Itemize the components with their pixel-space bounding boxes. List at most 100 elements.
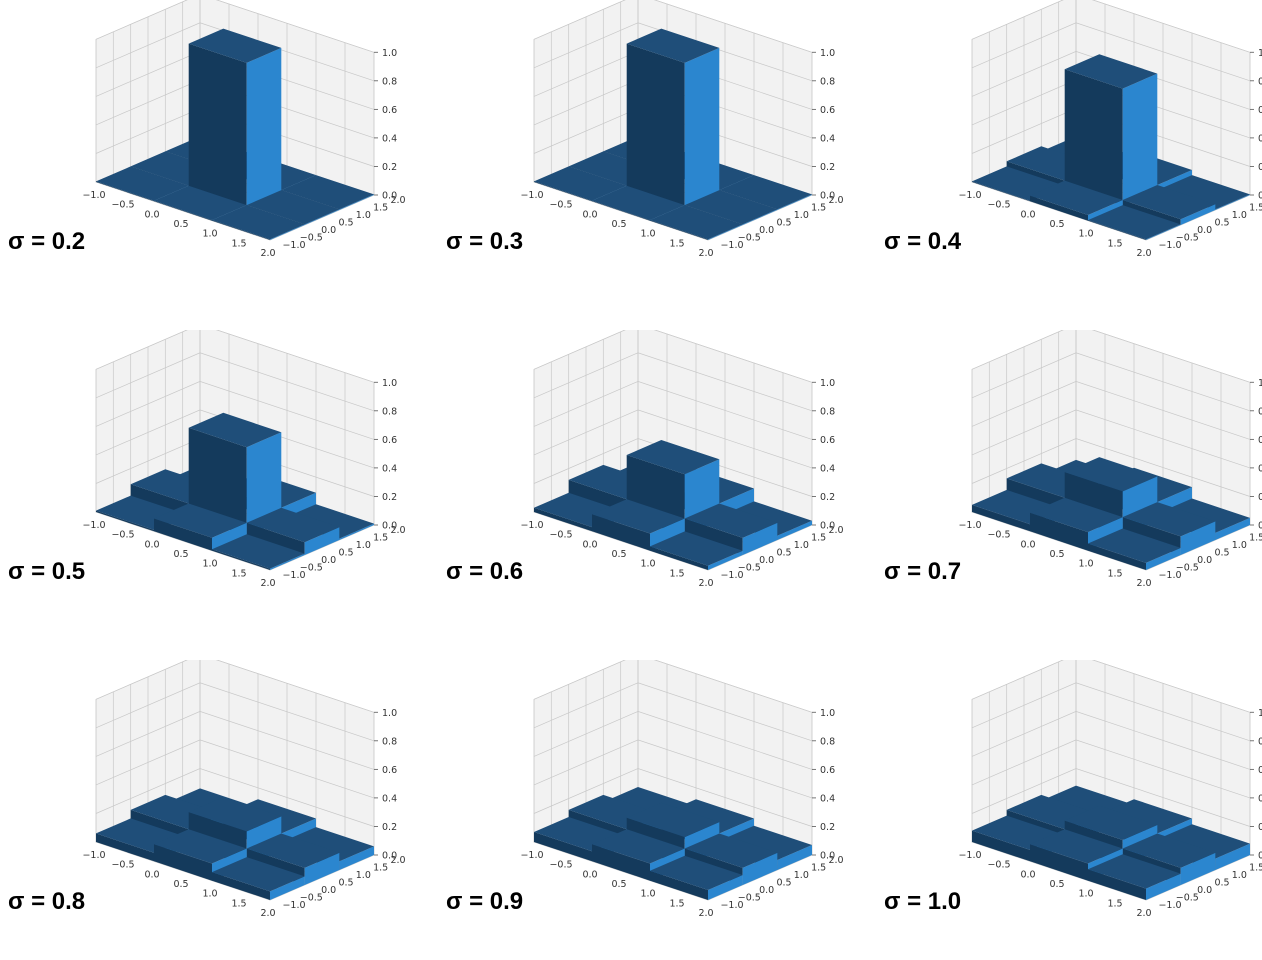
x-tick-label: 0.0 — [144, 209, 159, 220]
z-tick-label: 1.0 — [820, 48, 835, 59]
bar-top-face — [188, 412, 282, 448]
bar-top-face — [212, 205, 305, 240]
bar-side-face — [708, 550, 743, 570]
bar-side-face — [1146, 547, 1181, 570]
bar-side-face — [1157, 170, 1192, 191]
bar-top-face — [96, 166, 189, 201]
z-tick-label: 0.2 — [382, 822, 397, 833]
y-tick-label: −1.0 — [720, 900, 743, 911]
sigma-label: σ = 0.3 — [446, 228, 524, 255]
bar3d-plot: −1.0−0.50.00.51.01.52.0−1.0−0.50.00.51.0… — [958, 0, 1262, 259]
z-tick-label: 1.0 — [382, 48, 397, 59]
bar3d-plot: −1.0−0.50.00.51.01.52.0−1.0−0.50.00.51.0… — [520, 660, 844, 919]
sigma-label: σ = 0.6 — [446, 558, 524, 585]
bar-side-face — [1180, 521, 1216, 555]
bar-top-face — [1157, 498, 1250, 533]
x-tick-label: 0.0 — [582, 869, 597, 880]
bar-1-1 — [188, 28, 282, 206]
bar-side-face — [742, 522, 778, 555]
x-tick-label: 1.5 — [1107, 238, 1122, 249]
bar-front-face — [212, 549, 270, 570]
x-tick-label: 1.5 — [669, 898, 684, 909]
bar-top-face — [246, 833, 340, 868]
y-tick-label: 0.0 — [1197, 225, 1212, 236]
z-tick-label: 1.0 — [820, 708, 835, 719]
bar3d-plot: −1.0−0.50.00.51.01.52.0−1.0−0.50.00.51.0… — [520, 0, 844, 259]
x-tick-label: 1.5 — [231, 568, 246, 579]
bar-front-face — [1030, 844, 1088, 881]
bar-top-face — [719, 501, 812, 536]
z-tick-label: 0.6 — [1258, 765, 1262, 776]
bar-1-1 — [1064, 54, 1158, 206]
bar-side-face — [1088, 200, 1123, 221]
y-tick-label: 0.5 — [338, 218, 353, 229]
z-tick-label: 0.2 — [1258, 492, 1262, 503]
x-tick-label: −1.0 — [958, 190, 981, 201]
bar-side-face — [684, 47, 720, 206]
bar-2-1 — [1122, 185, 1216, 225]
bar-top-face — [212, 534, 305, 569]
bar-front-face — [1030, 195, 1088, 221]
bar3d-plot: −1.0−0.50.00.51.01.52.0−1.0−0.50.00.51.0… — [958, 660, 1262, 919]
bar-top-face — [1088, 205, 1181, 240]
y-tick-label: −1.0 — [282, 240, 305, 251]
bar-top-face — [1088, 854, 1181, 889]
x-tick-label: 2.0 — [1136, 248, 1151, 259]
x-tick-label: 0.5 — [611, 879, 626, 890]
x-tick-label: 1.0 — [1078, 889, 1093, 900]
chart-panel-7: −1.0 −0.5 0.0 0.5 1.0 1.5 2.0 −1.0 −0.5 0.0 0.5 1.0… — [0, 660, 430, 960]
y-tick-label: −0.5 — [738, 233, 761, 244]
bar-front-face — [650, 220, 708, 240]
y-tick-label: 0.0 — [759, 555, 774, 566]
y-tick-label: 0.5 — [1214, 548, 1229, 559]
y-tick-label: −0.5 — [1176, 233, 1199, 244]
z-tick-label: 1.0 — [1258, 708, 1262, 719]
z-tick-label: 0.4 — [1258, 793, 1262, 804]
x-tick-label: 0.0 — [144, 539, 159, 550]
x-tick-label: −1.0 — [958, 850, 981, 861]
bar-2-0 — [650, 205, 743, 240]
bar-top-face — [1099, 799, 1192, 834]
z-tick-label: 0.4 — [382, 133, 397, 144]
x-tick-label: −1.0 — [520, 520, 543, 531]
bar3d-plot: −1.0−0.50.00.51.01.52.0−1.0−0.50.00.51.0… — [82, 660, 406, 919]
bar-top-face — [154, 503, 247, 538]
y-tick-label: 1.0 — [356, 210, 371, 221]
y-tick-label: 0.5 — [338, 548, 353, 559]
bar-side-face — [212, 522, 247, 551]
bar-side-face — [1215, 517, 1250, 540]
bar-top-face — [1030, 497, 1123, 533]
y-tick-label: 1.0 — [356, 540, 371, 551]
z-tick-label: 0.6 — [382, 105, 397, 116]
x-tick-label: 2.0 — [1136, 908, 1151, 919]
y-tick-label: −1.0 — [1158, 900, 1181, 911]
sigma-label: σ = 0.4 — [884, 228, 962, 255]
y-tick-label: 0.5 — [1214, 218, 1229, 229]
z-tick-label: 0.0 — [382, 191, 397, 202]
z-tick-label: 0.8 — [1258, 406, 1262, 417]
bar-top-face — [246, 190, 340, 225]
x-tick-label: −0.5 — [549, 530, 572, 541]
x-tick-label: 1.5 — [669, 238, 684, 249]
x-tick-label: −0.5 — [987, 530, 1010, 541]
y-tick-label: 1.0 — [1232, 540, 1247, 551]
bar-2-0 — [650, 855, 743, 900]
bar-front-face — [972, 181, 1030, 202]
bar-front-face — [154, 518, 212, 551]
bar-front-face — [1088, 869, 1146, 900]
y-tick-label: 0.0 — [759, 225, 774, 236]
z-tick-label: 0.6 — [1258, 435, 1262, 446]
x-tick-label: −0.5 — [111, 200, 134, 211]
bar-front-face — [96, 181, 154, 202]
chart-panel-8: −1.0 −0.5 0.0 0.5 1.0 1.5 2.0 −1.0 −0.5 0.0 0.5 1.0… — [438, 660, 868, 960]
z-tick-label: 0.8 — [820, 76, 835, 87]
x-tick-label: −1.0 — [82, 850, 105, 861]
x-tick-label: 1.0 — [1078, 229, 1093, 240]
bar-side-face — [339, 194, 374, 210]
y-tick-label: 0.5 — [1214, 878, 1229, 889]
x-tick-label: 1.0 — [202, 229, 217, 240]
bar-2-0 — [212, 205, 305, 240]
z-tick-label: 0.4 — [1258, 133, 1262, 144]
y-tick-label: 1.5 — [373, 203, 388, 214]
bar-side-face — [304, 209, 340, 225]
